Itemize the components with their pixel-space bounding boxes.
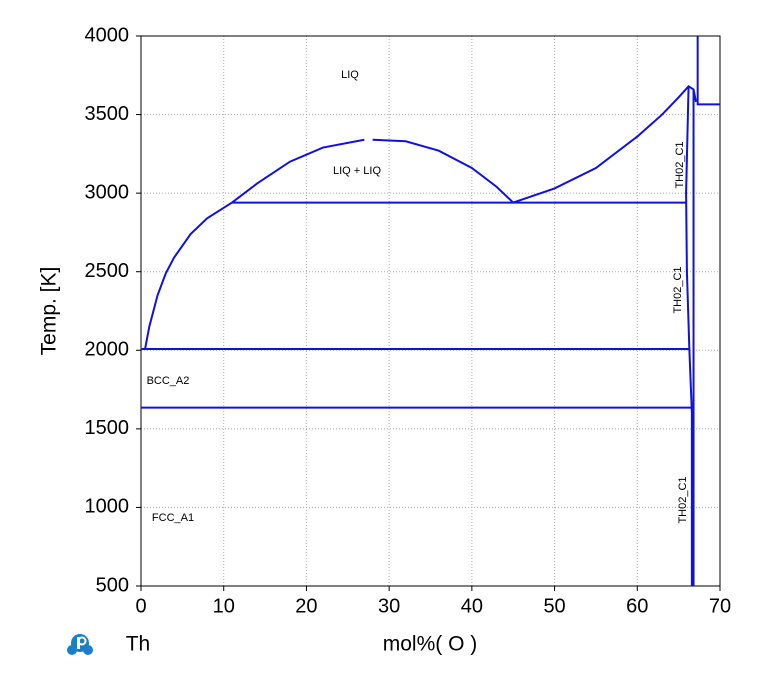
x-tick-label: 0 (135, 595, 146, 617)
plot-frame (140, 35, 721, 587)
phase-label: TH02_C1 (677, 476, 689, 523)
x-tick-label: 70 (709, 595, 731, 617)
phase-label: TH02_C1 (674, 141, 686, 188)
x-tick-label: 50 (543, 595, 565, 617)
x-axis-label: mol%( O ) (383, 633, 478, 656)
logo (67, 634, 93, 655)
phase-label: LIQ + LIQ (333, 165, 381, 177)
phase-boundary (144, 201, 233, 349)
x-tick-label: 20 (295, 595, 317, 617)
phase-label: BCC_A2 (147, 375, 190, 387)
y-tick-label: 1500 (85, 417, 130, 439)
phase-boundary (696, 36, 720, 106)
y-axis-label: Temp. [K] (38, 267, 61, 356)
phase-boundary (685, 86, 693, 586)
y-tick-label: 3000 (85, 181, 130, 203)
phase-label: TH02_C1 (672, 266, 684, 313)
x-tick-label: 40 (461, 595, 483, 617)
x-tick-label: 60 (626, 595, 648, 617)
x-tick-label: 10 (213, 595, 235, 617)
y-tick-label: 2000 (85, 339, 130, 361)
y-tick-label: 1000 (85, 496, 130, 518)
y-tick-label: 500 (96, 574, 129, 596)
y-tick-label: 4000 (85, 24, 130, 46)
phase-label: LIQ (341, 69, 359, 81)
x-tick-label: 30 (378, 595, 400, 617)
phase-boundary (512, 84, 697, 204)
phase-boundary (231, 138, 514, 204)
y-tick-label: 2500 (85, 260, 130, 282)
phase-label: FCC_A1 (152, 512, 194, 524)
element-label: Th (126, 633, 151, 656)
y-tick-label: 3500 (85, 103, 130, 125)
